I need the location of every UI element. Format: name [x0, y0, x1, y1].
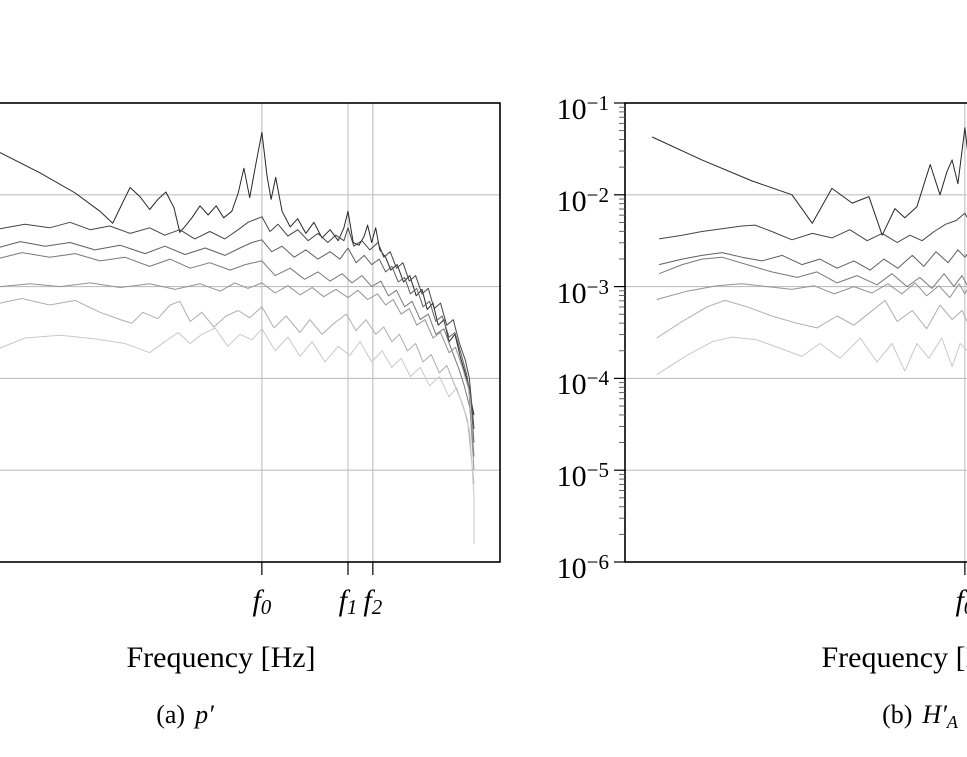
y-tick-base: 10	[556, 552, 587, 585]
x-tick-symbol: f	[363, 584, 372, 617]
b-spectrum-3-line	[658, 249, 967, 271]
xlabel-plot-b: Frequency [Hz]	[821, 641, 967, 674]
x-tick-label-f0-a: f0	[227, 584, 297, 620]
plot-border	[624, 102, 967, 563]
x-tick-symbol: f	[252, 584, 261, 617]
caption-a-prefix: (a)	[156, 700, 186, 729]
plot-b	[614, 102, 967, 575]
x-tick-symbol: f	[338, 584, 347, 617]
x-tick-index: 2	[371, 595, 383, 619]
x-tick-label-f0-b: f0	[930, 584, 967, 620]
y-tick-base: 10	[556, 460, 587, 494]
y-tick-label-b: 10−2	[499, 176, 609, 218]
y-tick-base: 10	[556, 93, 587, 126]
caption-b-symbol: H′	[922, 700, 947, 729]
y-tick-base: 10	[556, 368, 587, 402]
y-tick-exponent: −1	[586, 91, 609, 115]
caption-a-symbol: p′	[195, 700, 214, 729]
y-tick-exponent: −3	[586, 274, 609, 299]
x-tick-index: 0	[964, 595, 967, 619]
x-tick-symbol: f	[955, 584, 964, 617]
caption-b-subscript: A	[946, 712, 958, 732]
x-tick-label-f2-a: f2	[338, 584, 408, 620]
b-spectrum-2-line	[659, 212, 967, 243]
b-spectrum-1-line	[651, 127, 967, 236]
caption-plot-b: (b) H′A	[760, 700, 967, 733]
xlabel-plot-a: Frequency [Hz]	[126, 641, 316, 674]
y-tick-exponent: −6	[586, 550, 609, 574]
x-tick-label-f1-a: f1	[313, 584, 383, 620]
a-spectrum-4-line	[0, 252, 475, 457]
y-tick-label-b: 10−3	[499, 268, 609, 310]
y-tick-label-b: 10−6	[499, 543, 609, 585]
b-spectrum-4-line	[658, 256, 967, 289]
y-tick-base: 10	[556, 184, 587, 218]
b-spectrum-7-line	[656, 336, 967, 376]
y-tick-label-b: 10−1	[499, 84, 609, 126]
b-spectrum-5-line	[656, 282, 967, 300]
b-spectrum-6-line	[656, 299, 967, 339]
y-tick-exponent: −5	[586, 458, 609, 483]
plot-a	[0, 102, 501, 575]
y-tick-label-b: 10−5	[499, 451, 609, 493]
y-tick-base: 10	[556, 276, 587, 310]
a-spectrum-5-line	[0, 282, 475, 471]
a-spectrum-1-line	[0, 131, 475, 416]
x-tick-index: 1	[346, 595, 358, 619]
y-tick-label-b: 10−4	[499, 359, 609, 401]
y-tick-exponent: −2	[586, 182, 609, 207]
a-spectrum-2-line	[0, 216, 475, 429]
a-spectrum-6-line	[0, 298, 475, 485]
caption-plot-a: (a) p′	[25, 700, 345, 733]
a-spectrum-3-line	[0, 239, 475, 443]
plot-border	[0, 102, 501, 563]
x-tick-index: 0	[260, 595, 272, 619]
caption-b-prefix: (b)	[882, 700, 913, 729]
a-spectrum-7-line	[0, 327, 475, 544]
y-tick-exponent: −4	[586, 366, 609, 391]
